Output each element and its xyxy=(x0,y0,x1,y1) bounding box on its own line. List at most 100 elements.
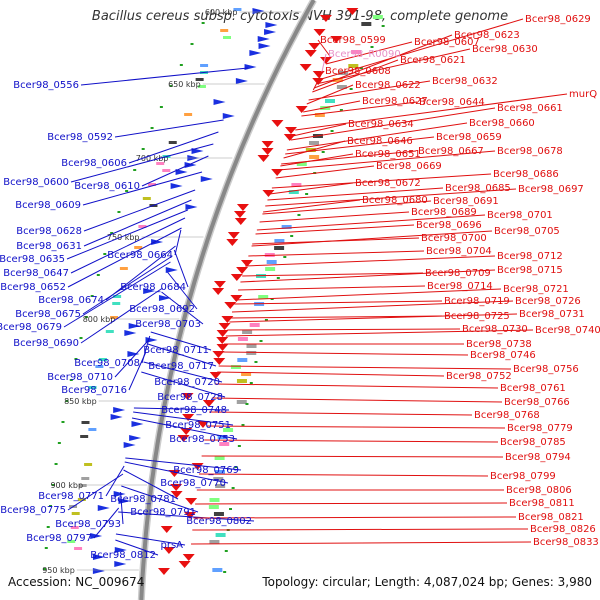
left-gene-label[interactable]: Bcer98_0812 xyxy=(90,550,156,561)
right-gene-label[interactable]: Bcer98_0697 xyxy=(518,184,584,195)
left-gene-label[interactable]: Bcer98_0781 xyxy=(110,494,176,505)
right-gene-label[interactable]: Bcer98_0667 xyxy=(418,146,484,157)
right-gene-label[interactable]: Bcer98_R0090 xyxy=(328,49,401,60)
left-gene-label[interactable]: Bcer98_0610 xyxy=(74,181,140,192)
left-gene-label[interactable]: Bcer98_0748 xyxy=(161,405,227,416)
right-gene-label[interactable]: Bcer98_0704 xyxy=(426,246,492,257)
right-gene-label[interactable]: Bcer98_0752 xyxy=(446,371,512,382)
left-gene-label[interactable]: Bcer98_0690 xyxy=(13,338,79,349)
left-gene-label[interactable]: Bcer98_0711 xyxy=(143,345,209,356)
right-gene-label[interactable]: Bcer98_0756 xyxy=(513,364,579,375)
right-gene-label[interactable]: Bcer98_0709 xyxy=(425,268,491,279)
right-gene-label[interactable]: Bcer98_0811 xyxy=(509,498,575,509)
right-gene-label[interactable]: Bcer98_0599 xyxy=(320,35,386,46)
right-gene-label[interactable]: Bcer98_0785 xyxy=(500,437,566,448)
left-gene-label[interactable]: Bcer98_0692 xyxy=(129,304,195,315)
right-gene-label[interactable]: Bcer98_0740 xyxy=(535,325,600,336)
left-gene-label[interactable]: Bcer98_0647 xyxy=(3,268,69,279)
left-gene-label[interactable]: Bcer98_0703 xyxy=(135,319,201,330)
right-gene-label[interactable]: Bcer98_0621 xyxy=(400,55,466,66)
right-gene-label[interactable]: Bcer98_0608 xyxy=(325,66,391,77)
left-gene-label[interactable]: Bcer98_0679 xyxy=(0,322,62,333)
right-gene-label[interactable]: Bcer98_0651 xyxy=(355,149,421,160)
right-gene-label[interactable]: Bcer98_0691 xyxy=(433,196,499,207)
right-gene-label[interactable]: Bcer98_0766 xyxy=(504,397,570,408)
right-gene-label[interactable]: Bcer98_0669 xyxy=(376,161,442,172)
left-gene-label[interactable]: Bcer98_0802 xyxy=(186,516,252,527)
left-gene-label[interactable]: Bcer98_0770 xyxy=(160,478,226,489)
left-gene-label[interactable]: Bcer98_0728 xyxy=(157,392,223,403)
right-gene-label[interactable]: Bcer98_0730 xyxy=(462,324,528,335)
right-gene-label[interactable]: Bcer98_0715 xyxy=(497,265,563,276)
right-gene-label[interactable]: Bcer98_0660 xyxy=(469,118,535,129)
right-gene-label[interactable]: Bcer98_0799 xyxy=(490,471,556,482)
right-gene-label[interactable]: Bcer98_0632 xyxy=(432,76,498,87)
left-gene-label[interactable]: Bcer98_0751 xyxy=(165,420,231,431)
left-gene-label[interactable]: Bcer98_0631 xyxy=(16,241,82,252)
right-gene-label[interactable]: Bcer98_0725 xyxy=(444,311,510,322)
right-gene-label[interactable]: Bcer98_0700 xyxy=(421,233,487,244)
right-gene-label[interactable]: Bcer98_0719 xyxy=(444,296,510,307)
right-gene-label[interactable]: Bcer98_0686 xyxy=(493,169,559,180)
right-gene-label[interactable]: Bcer98_0634 xyxy=(348,119,414,130)
right-gene-label[interactable]: Bcer98_0721 xyxy=(503,284,569,295)
right-gene-label[interactable]: Bcer98_0623 xyxy=(454,30,520,41)
right-gene-label[interactable]: Bcer98_0678 xyxy=(497,146,563,157)
left-gene-label[interactable]: Bcer98_0708 xyxy=(74,358,140,369)
right-gene-label[interactable]: Bcer98_0826 xyxy=(530,524,596,535)
right-gene-label[interactable]: Bcer98_0806 xyxy=(506,485,572,496)
right-gene-label[interactable]: Bcer98_0607 xyxy=(414,37,480,48)
left-gene-label[interactable]: Bcer98_0556 xyxy=(13,80,79,91)
right-gene-label[interactable]: Bcer98_0685 xyxy=(445,183,511,194)
right-gene-label[interactable]: Bcer98_0705 xyxy=(494,226,560,237)
right-gene-label[interactable]: Bcer98_0644 xyxy=(419,97,485,108)
left-gene-label[interactable]: Bcer98_0710 xyxy=(47,372,113,383)
right-gene-label[interactable]: Bcer98_0622 xyxy=(355,80,421,91)
right-gene-label[interactable]: Bcer98_0689 xyxy=(411,207,477,218)
right-gene-label[interactable]: Bcer98_0779 xyxy=(507,423,573,434)
right-gene-label[interactable]: Bcer98_0701 xyxy=(487,210,553,221)
right-gene-label[interactable]: murQ xyxy=(569,89,597,100)
left-gene-label[interactable]: Bcer98_0606 xyxy=(61,158,127,169)
right-gene-label[interactable]: Bcer98_0627 xyxy=(362,96,428,107)
left-gene-label[interactable]: Bcer98_0675 xyxy=(15,309,81,320)
left-gene-label[interactable]: Bcer98_0716 xyxy=(61,385,127,396)
right-gene-label[interactable]: Bcer98_0726 xyxy=(515,296,581,307)
left-gene-label[interactable]: Bcer98_0609 xyxy=(15,200,81,211)
left-gene-label[interactable]: Bcer98_0771 xyxy=(38,491,104,502)
left-gene-label[interactable]: Bcer98_0674 xyxy=(38,295,104,306)
left-gene-label[interactable]: Bcer98_0717 xyxy=(148,361,214,372)
left-gene-label[interactable]: Bcer98_0628 xyxy=(16,226,82,237)
left-gene-label[interactable]: Bcer98_0664 xyxy=(107,250,173,261)
left-gene-label[interactable]: Bcer98_0769 xyxy=(173,465,239,476)
left-gene-label[interactable]: Bcer98_0793 xyxy=(55,519,121,530)
right-gene-label[interactable]: Bcer98_0821 xyxy=(518,512,584,523)
right-gene-label[interactable]: Bcer98_0696 xyxy=(416,220,482,231)
right-gene-label[interactable]: Bcer98_0680 xyxy=(362,195,428,206)
right-gene-label[interactable]: Bcer98_0630 xyxy=(472,44,538,55)
right-gene-label[interactable]: Bcer98_0731 xyxy=(519,309,585,320)
left-gene-label[interactable]: Bcer98_0720 xyxy=(154,377,220,388)
right-gene-label[interactable]: Bcer98_0833 xyxy=(533,537,599,548)
left-gene-label[interactable]: prsA xyxy=(160,540,183,551)
left-gene-label[interactable]: Bcer98_0592 xyxy=(47,132,113,143)
left-gene-label[interactable]: Bcer98_0684 xyxy=(120,282,186,293)
right-gene-label[interactable]: Bcer98_0629 xyxy=(525,14,591,25)
right-gene-label[interactable]: Bcer98_0661 xyxy=(497,103,563,114)
right-gene-label[interactable]: Bcer98_0768 xyxy=(474,410,540,421)
left-gene-label[interactable]: Bcer98_0635 xyxy=(0,254,65,265)
left-gene-label[interactable]: Bcer98_0797 xyxy=(26,533,92,544)
right-gene-label[interactable]: Bcer98_0714 xyxy=(427,281,493,292)
left-gene-label[interactable]: Bcer98_0600 xyxy=(3,177,69,188)
right-gene-label[interactable]: Bcer98_0794 xyxy=(505,452,571,463)
right-gene-label[interactable]: Bcer98_0746 xyxy=(470,350,536,361)
left-gene-label[interactable]: Bcer98_0775 xyxy=(0,505,66,516)
left-gene-label[interactable]: Bcer98_0791 xyxy=(130,507,196,518)
right-gene-label[interactable]: Bcer98_0761 xyxy=(500,383,566,394)
right-gene-label[interactable]: Bcer98_0659 xyxy=(436,132,502,143)
left-gene-label[interactable]: Bcer98_0652 xyxy=(0,282,66,293)
right-gene-label[interactable]: Bcer98_0712 xyxy=(497,251,563,262)
right-gene-label[interactable]: Bcer98_0646 xyxy=(347,136,413,147)
right-gene-label[interactable]: Bcer98_0672 xyxy=(355,178,421,189)
